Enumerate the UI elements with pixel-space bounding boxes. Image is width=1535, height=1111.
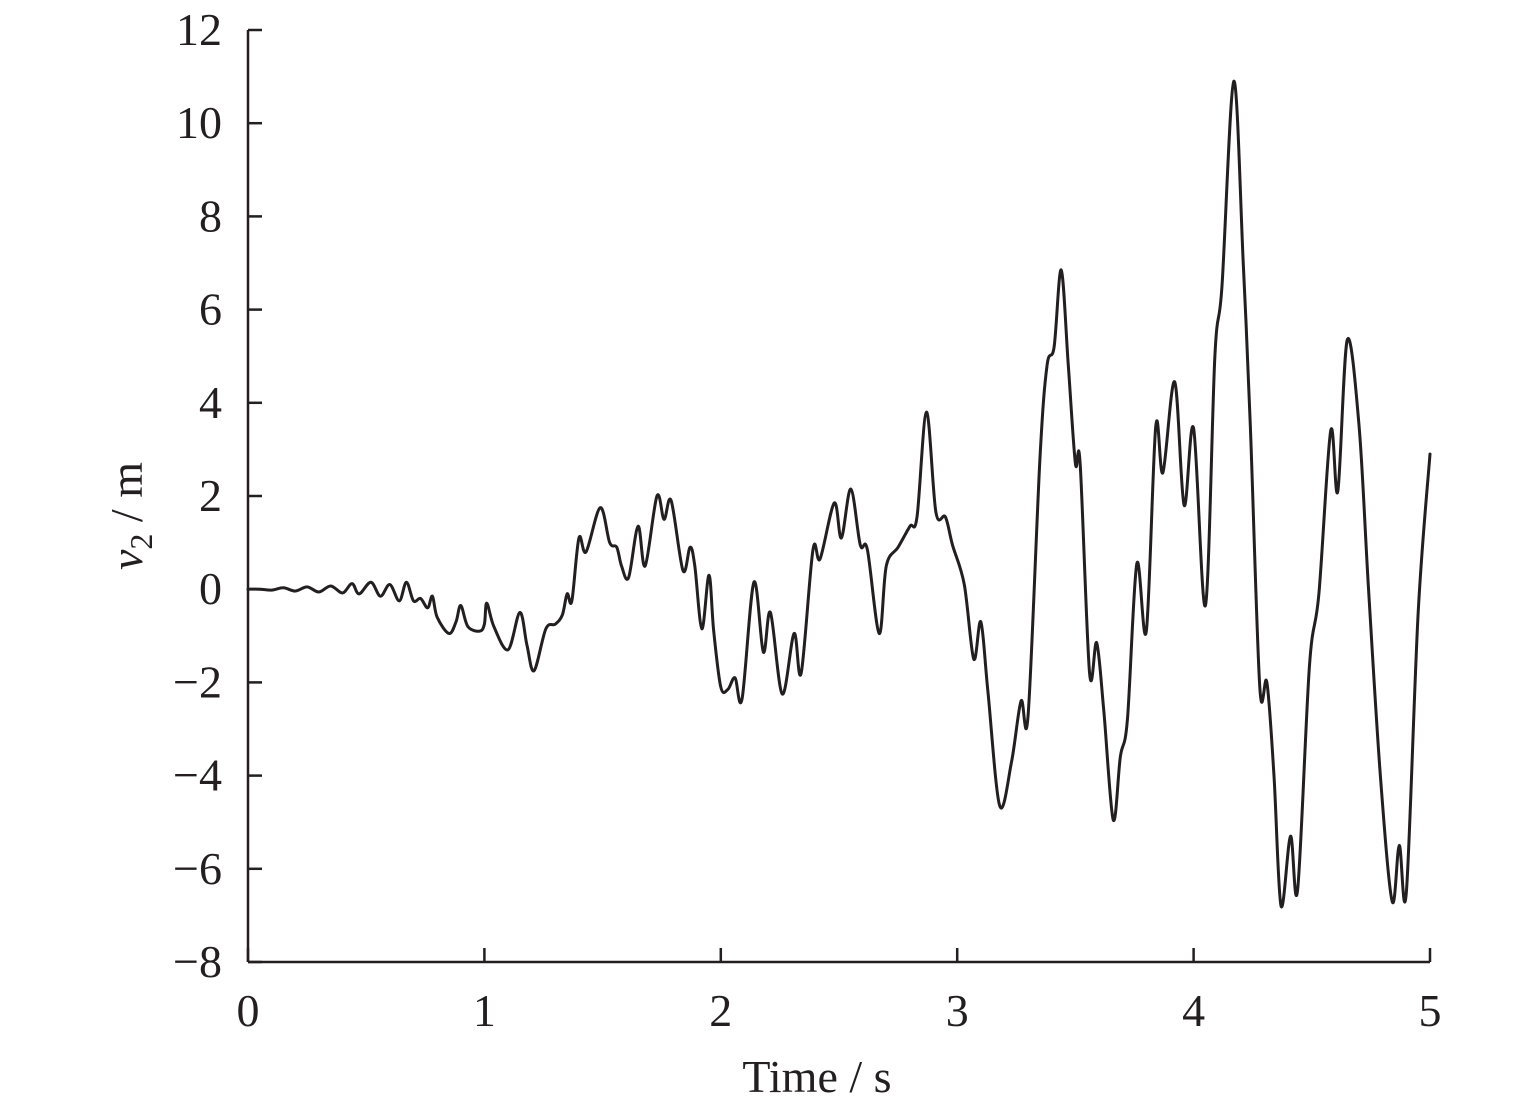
y-tick-label: 12 (176, 4, 222, 55)
x-tick-label: 3 (946, 985, 969, 1036)
y-axis-title-subscript: 2 (123, 534, 159, 550)
y-tick-label: −4 (173, 750, 222, 801)
y-tick-label: −6 (173, 843, 222, 894)
x-axis-title: Time / s (742, 1051, 891, 1102)
y-tick-label: 0 (199, 563, 222, 614)
y-tick-label: 4 (199, 377, 222, 428)
x-tick-label: 0 (237, 985, 260, 1036)
y-axis-title-variable: v (101, 549, 152, 570)
y-tick-label: 8 (199, 190, 222, 241)
y-axis-title: v2 / m (101, 462, 159, 570)
y-tick-label: 2 (199, 470, 222, 521)
series-group (246, 79, 1432, 909)
y-tick-label: −2 (173, 656, 222, 707)
y-tick-label: −8 (173, 936, 222, 987)
series-line (246, 79, 1432, 909)
y-tick-label: 6 (199, 284, 222, 335)
x-tick-label: 4 (1182, 985, 1205, 1036)
x-tick-label: 2 (709, 985, 732, 1036)
x-axis-ticks: 0 1 2 3 4 5 (237, 948, 1442, 1036)
y-tick-label: 10 (176, 97, 222, 148)
y-axis-title-rest: / m (101, 462, 152, 534)
y-axis-ticks: −8 −6 −4 −2 0 2 4 6 8 10 12 (173, 4, 262, 987)
x-tick-label: 5 (1419, 985, 1442, 1036)
x-tick-label: 1 (473, 985, 496, 1036)
